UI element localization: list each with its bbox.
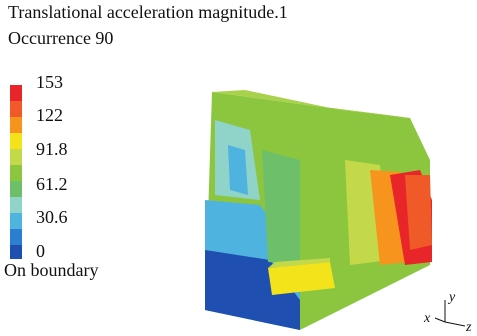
legend-tick: 122: [36, 105, 63, 125]
legend-ticks: 153 122 91.8 61.2 30.6 0: [36, 72, 68, 261]
legend-tick: 153: [36, 72, 63, 92]
legend-note: On boundary: [4, 260, 98, 280]
legend-tick: 0: [36, 241, 45, 261]
color-bar: [10, 85, 22, 259]
axis-label: z: [465, 320, 472, 335]
axis-label: y: [447, 290, 456, 305]
title: Translational acceleration magnitude.1: [8, 2, 288, 22]
legend-tick: 91.8: [36, 139, 68, 159]
legend-tick: 61.2: [36, 174, 68, 194]
axis-label: x: [423, 311, 431, 326]
subtitle: Occurrence 90: [8, 28, 113, 48]
fea-view: Translational acceleration magnitude.1 O…: [0, 0, 477, 336]
legend-tick: 30.6: [36, 207, 68, 227]
part: [205, 90, 432, 330]
axis-triad: y x z: [423, 290, 472, 335]
